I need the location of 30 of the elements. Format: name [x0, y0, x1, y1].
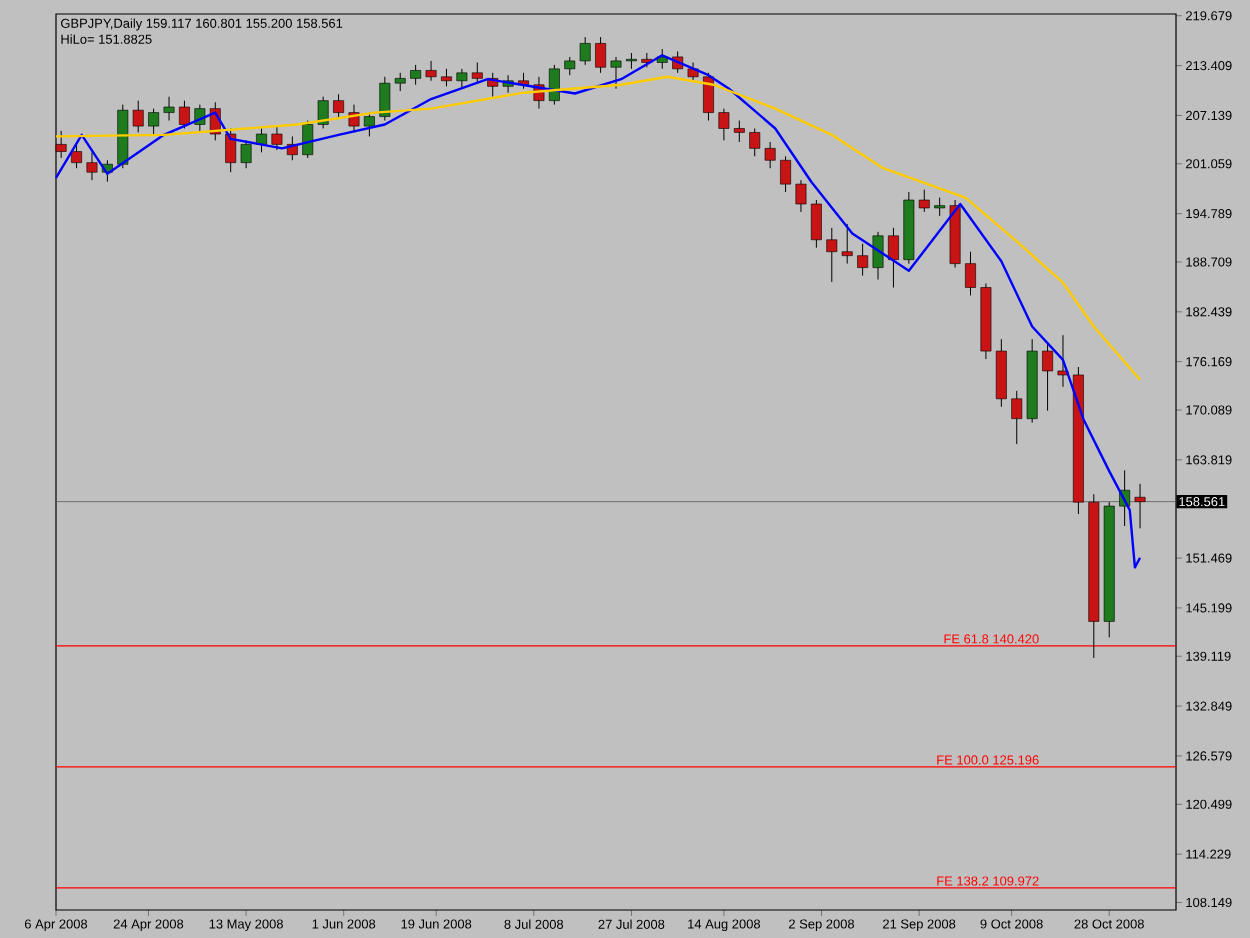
candlestick	[1057, 334, 1069, 388]
candlestick	[595, 36, 607, 74]
candlestick	[718, 108, 730, 141]
candlestick	[780, 155, 791, 193]
candlestick	[425, 60, 437, 82]
candlestick	[163, 96, 175, 122]
candlestick	[810, 199, 822, 249]
candlestick	[703, 72, 714, 122]
candlestick	[795, 179, 807, 213]
candlestick	[934, 197, 946, 217]
candlestick	[271, 125, 283, 151]
candlestick	[733, 120, 745, 143]
candlestick	[148, 108, 160, 135]
candlestick	[1042, 342, 1053, 412]
candlestick	[995, 338, 1007, 408]
candlestick	[965, 251, 976, 296]
candlestick	[872, 231, 884, 281]
candlestick	[179, 100, 190, 129]
line-series	[54, 54, 1142, 569]
candlestick	[71, 141, 82, 169]
line-series	[54, 75, 1142, 381]
candlestick	[410, 64, 422, 86]
candlestick	[610, 56, 622, 90]
candlestick	[240, 139, 252, 169]
candlestick	[888, 227, 899, 288]
candlestick	[86, 151, 98, 181]
candlestick	[333, 93, 345, 119]
candlestick	[857, 243, 869, 277]
candlestick	[1134, 483, 1146, 529]
candlestick	[548, 64, 560, 106]
